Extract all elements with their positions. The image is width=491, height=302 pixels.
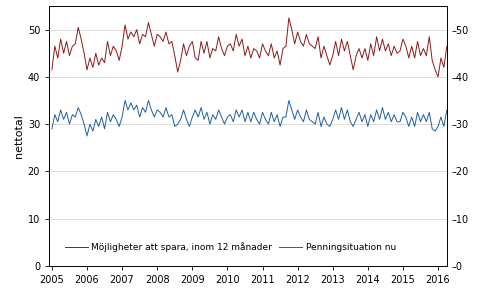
Penningsituation nu xyxy=(438,115,444,119)
Legend: Möjligheter att spara, inom 12 månader, Penningsituation nu: Möjligheter att spara, inom 12 månader, … xyxy=(61,239,400,256)
Möjligheter att spara, inom 12 månader xyxy=(470,77,476,81)
Möjligheter att spara, inom 12 månader xyxy=(435,75,441,79)
Möjligheter att spara, inom 12 månader xyxy=(242,54,248,57)
Penningsituation nu xyxy=(122,99,128,102)
Möjligheter att spara, inom 12 månader xyxy=(49,68,55,72)
Möjligheter att spara, inom 12 månader xyxy=(181,42,187,46)
Y-axis label: nettotal: nettotal xyxy=(14,114,24,158)
Möjligheter att spara, inom 12 månader xyxy=(444,44,450,48)
Line: Möjligheter att spara, inom 12 månader: Möjligheter att spara, inom 12 månader xyxy=(52,18,491,84)
Penningsituation nu xyxy=(49,127,55,131)
Penningsituation nu xyxy=(473,115,479,119)
Penningsituation nu xyxy=(187,125,192,128)
Penningsituation nu xyxy=(84,134,90,138)
Line: Penningsituation nu: Penningsituation nu xyxy=(52,101,491,136)
Penningsituation nu xyxy=(248,120,254,124)
Penningsituation nu xyxy=(447,117,453,121)
Möjligheter att spara, inom 12 månader xyxy=(286,16,292,20)
